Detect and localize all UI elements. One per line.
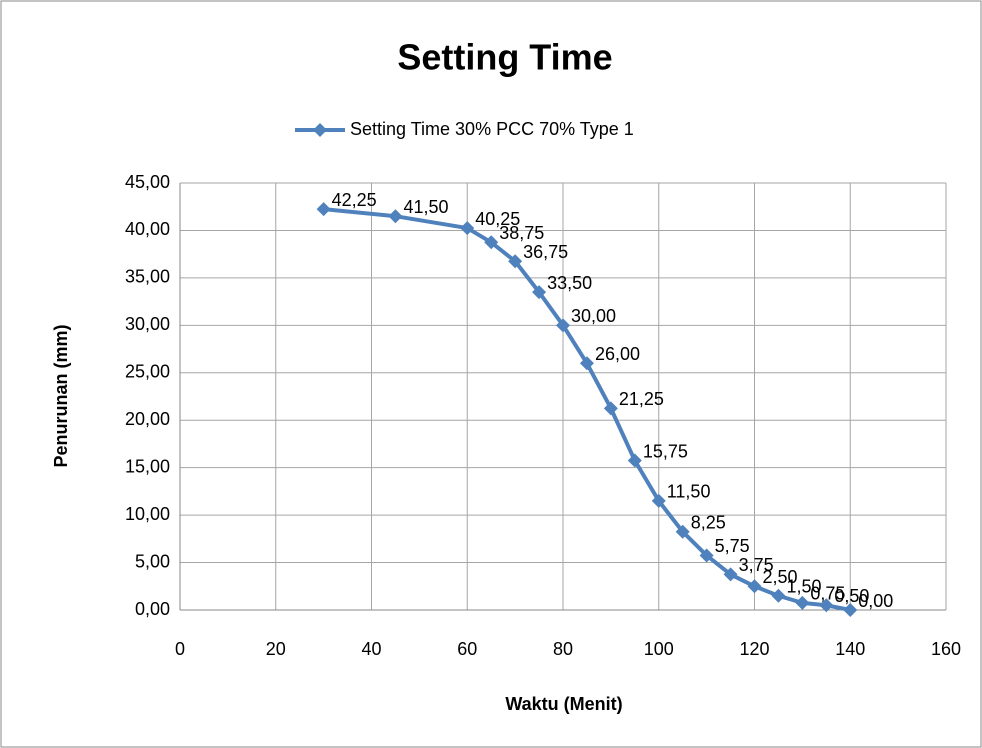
y-tick-label: 45,00 [125,172,170,192]
x-tick-label: 60 [457,639,477,659]
data-label: 11,50 [667,482,711,502]
y-tick-label: 25,00 [125,362,170,382]
data-label: 41,50 [403,197,448,217]
data-label: 42,25 [332,190,377,210]
x-tick-label: 100 [644,639,674,659]
x-tick-label: 20 [266,639,286,659]
y-tick-label: 35,00 [125,267,170,287]
data-label: 33,50 [547,273,592,293]
data-label: 0,00 [858,591,893,611]
y-tick-label: 30,00 [125,314,170,334]
page: Setting Time Waktu (Menit) Penurunan (mm… [0,0,982,748]
x-tick-label: 40 [361,639,381,659]
data-label: 15,75 [643,441,688,461]
y-tick-label: 20,00 [125,409,170,429]
y-tick-label: 0,00 [135,599,170,619]
legend-label: Setting Time 30% PCC 70% Type 1 [350,119,634,139]
chart-title: Setting Time [397,37,612,78]
x-tick-label: 80 [553,639,573,659]
data-label: 21,25 [619,389,664,409]
x-tick-label: 160 [931,639,961,659]
data-label: 30,00 [571,306,616,326]
y-tick-label: 5,00 [135,551,170,571]
y-axis-label: Penurunan (mm) [51,324,71,467]
x-tick-label: 120 [739,639,769,659]
x-tick-label: 0 [175,639,185,659]
data-label: 26,00 [595,344,640,364]
x-tick-label: 140 [835,639,865,659]
data-label: 5,75 [715,536,750,556]
y-tick-label: 10,00 [125,504,170,524]
data-label: 8,25 [691,512,726,532]
data-label: 38,75 [499,223,544,243]
y-tick-label: 40,00 [125,219,170,239]
data-label: 36,75 [523,242,568,262]
chart: Setting Time Waktu (Menit) Penurunan (mm… [0,0,982,748]
x-axis-label: Waktu (Menit) [505,694,622,714]
y-tick-label: 15,00 [125,456,170,476]
